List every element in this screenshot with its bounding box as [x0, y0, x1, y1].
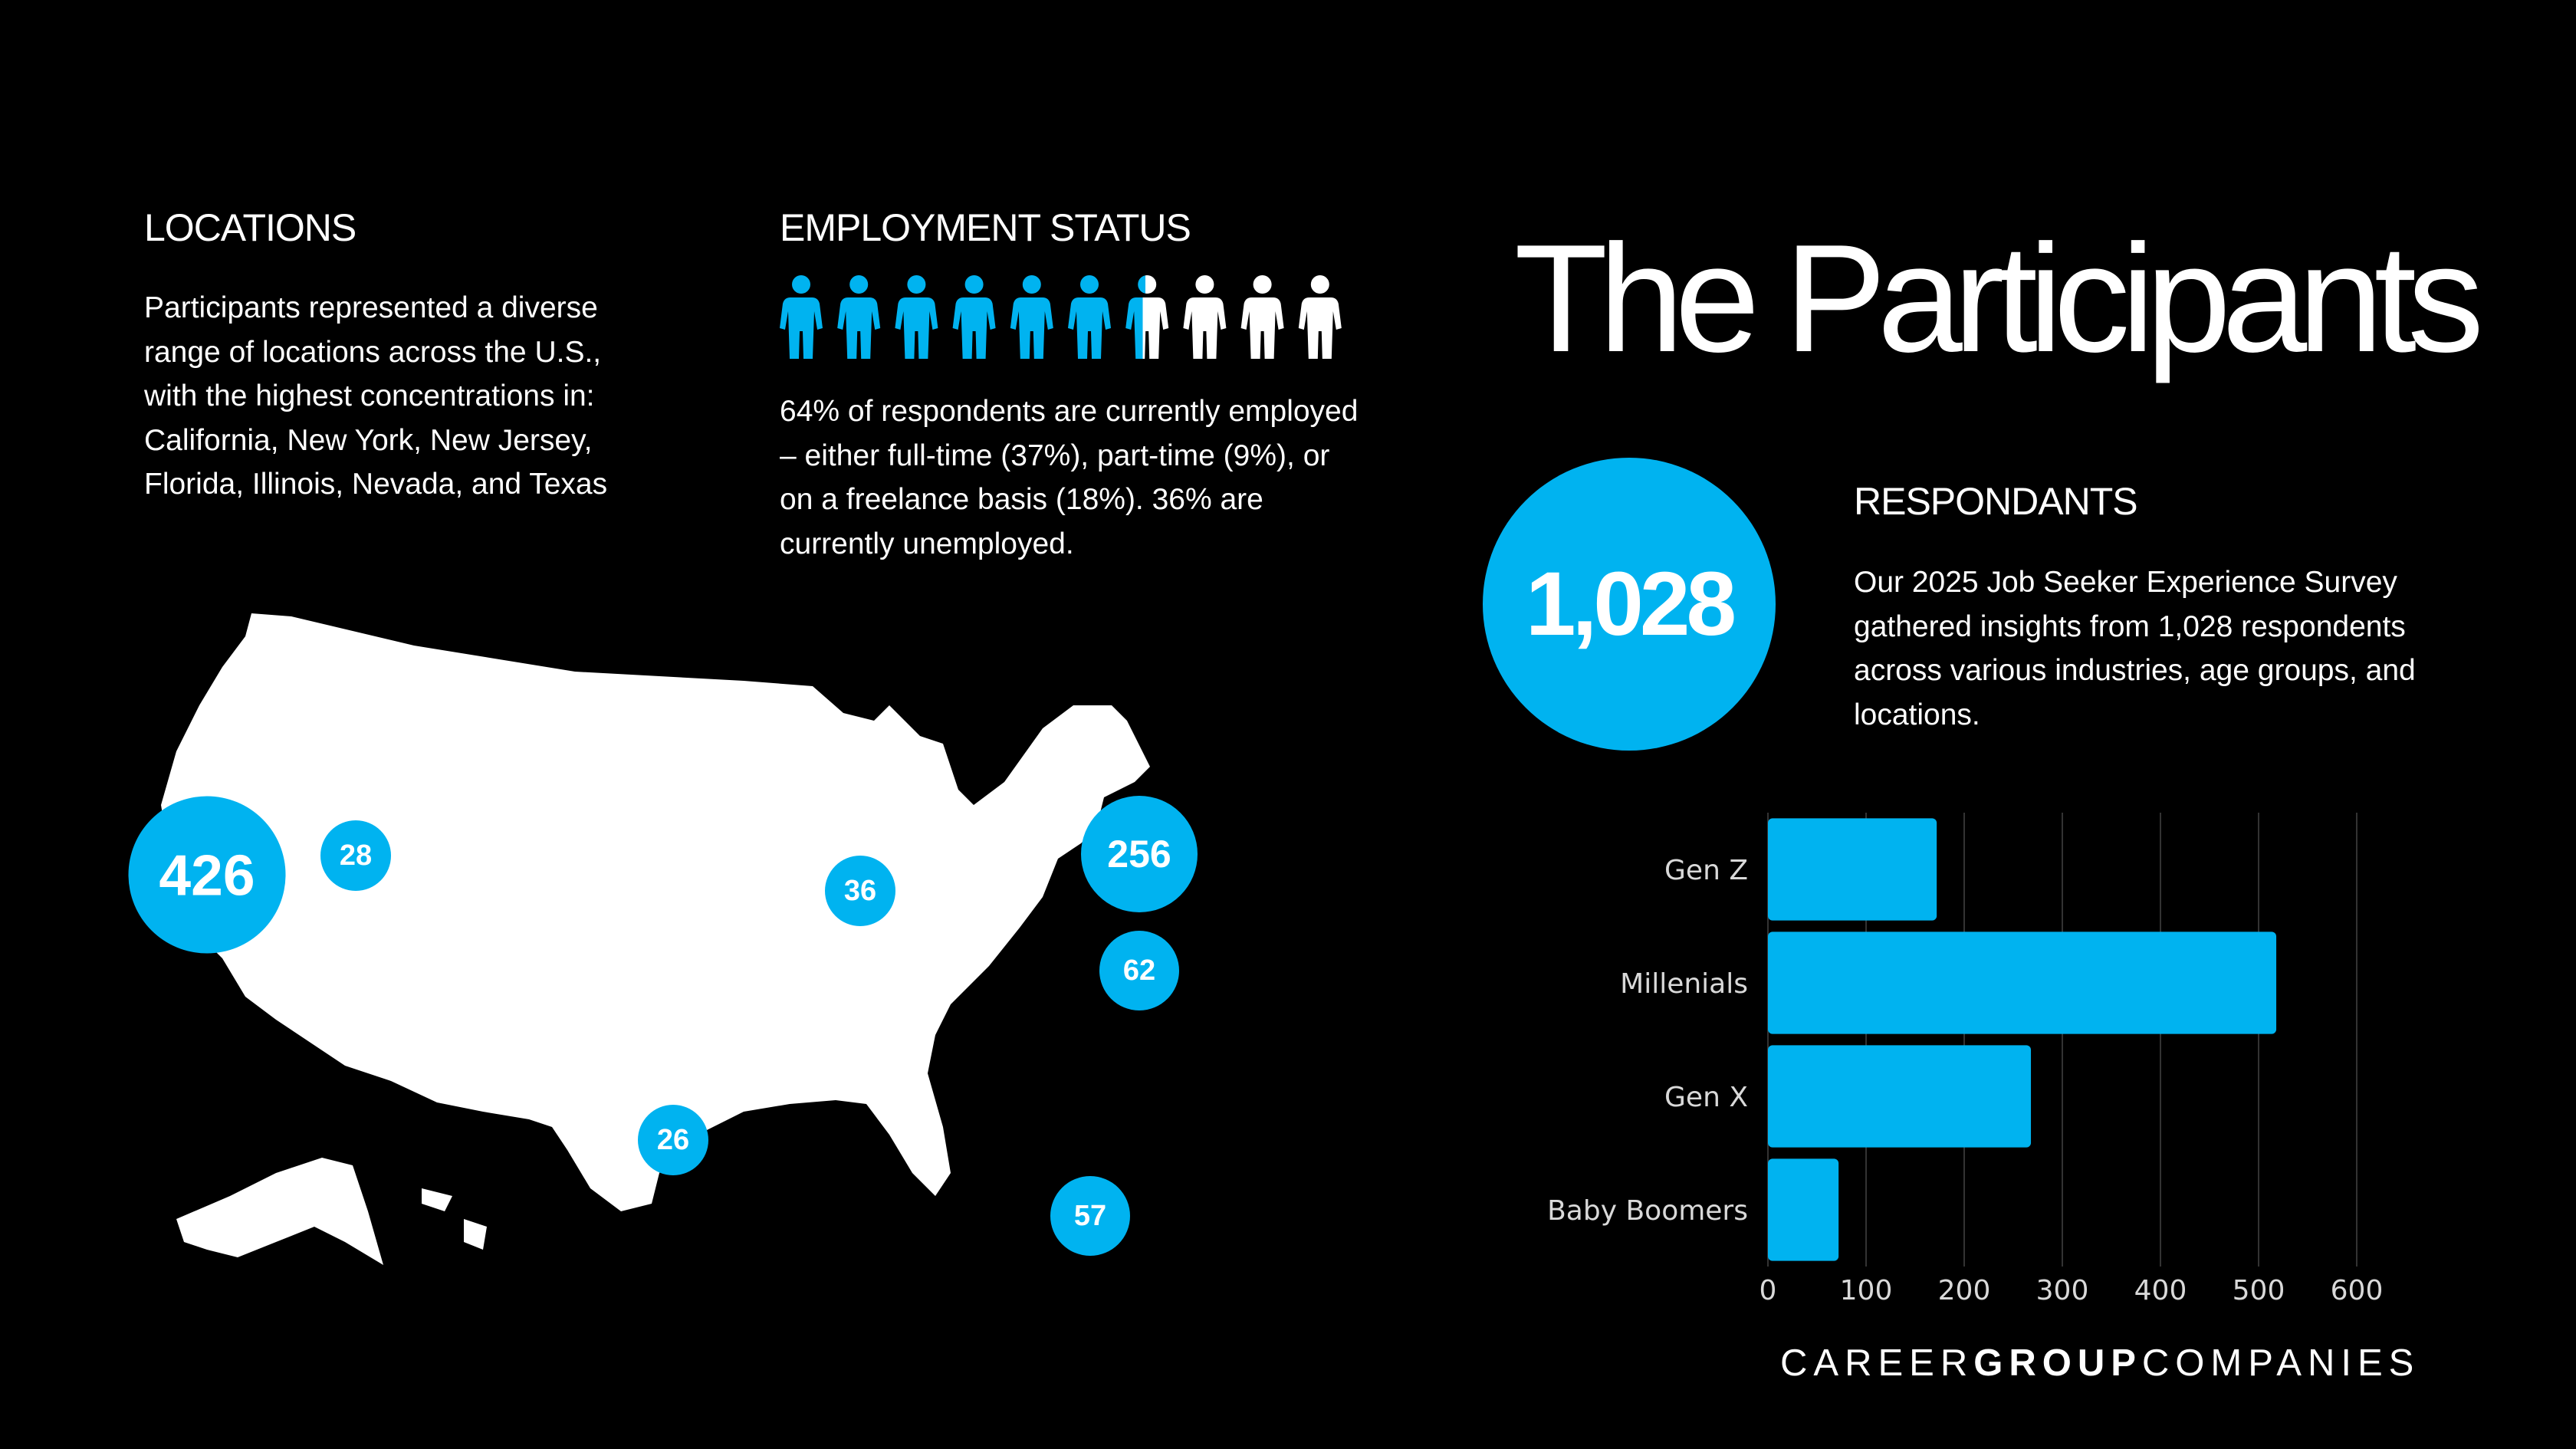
- company-logo: CAREERGROUPCOMPANIES: [1780, 1342, 2420, 1385]
- bar-baby-boomers: [1768, 1158, 1839, 1261]
- location-bubble: 256: [1081, 796, 1198, 912]
- bar-gen-z: [1768, 818, 1937, 921]
- person-icon: [952, 275, 996, 359]
- location-bubble: 28: [320, 820, 391, 891]
- respondents-heading: RESPONDANTS: [1854, 480, 2138, 523]
- category-label: Millenials: [1620, 968, 1748, 1000]
- alaska-shape: [176, 1158, 383, 1265]
- x-tick-label: 600: [2331, 1275, 2384, 1306]
- location-bubble: 26: [638, 1105, 708, 1175]
- locations-description: Participants represented a diverse range…: [144, 291, 608, 501]
- person-icon: [1240, 275, 1284, 359]
- respondents-description: Our 2025 Job Seeker Experience Survey ga…: [1854, 566, 2416, 731]
- location-bubble: 426: [128, 796, 286, 954]
- logo-part-group: GROUP: [1973, 1342, 2142, 1384]
- location-bubble: 36: [825, 856, 895, 926]
- x-tick-label: 300: [2036, 1275, 2089, 1306]
- bar-millenials: [1768, 932, 2277, 1034]
- generation-bar-chart: Gen Z Millenials Gen X Baby Boomers 0 100 200 3…: [1547, 813, 2384, 1306]
- logo-part-companies: COMPANIES: [2141, 1342, 2420, 1384]
- person-icon: [1068, 275, 1111, 359]
- logo-part-career: CAREER: [1780, 1342, 1974, 1384]
- page-title: The Participants: [1514, 213, 2484, 384]
- person-icon: [895, 275, 938, 359]
- person-icon: [1010, 275, 1053, 359]
- person-icon: [1298, 275, 1342, 359]
- category-label: Gen X: [1664, 1082, 1748, 1113]
- location-bubble: 62: [1099, 931, 1179, 1010]
- category-label: Baby Boomers: [1547, 1195, 1748, 1227]
- location-bubble: 57: [1050, 1176, 1130, 1256]
- person-icon: [1183, 275, 1227, 359]
- hawaii-shape: [422, 1188, 487, 1250]
- respondent-count: 1,028: [1525, 554, 1737, 655]
- locations-heading: LOCATIONS: [144, 206, 356, 249]
- bar-gen-x: [1768, 1045, 2032, 1148]
- respondent-count-circle: 1,028: [1483, 458, 1776, 751]
- employment-description: 64% of respondents are currently employe…: [780, 395, 1359, 560]
- category-label: Gen Z: [1664, 855, 1748, 886]
- x-tick-label: 200: [1938, 1275, 1991, 1306]
- x-tick-label: 400: [2134, 1275, 2187, 1306]
- person-icon: [780, 275, 823, 359]
- employment-status-heading: EMPLOYMENT STATUS: [780, 206, 1191, 249]
- employment-people-icons: [780, 275, 1342, 359]
- x-tick-label: 0: [1760, 1275, 1777, 1306]
- us-map: [161, 613, 1150, 1265]
- us-mainland-shape: [161, 613, 1150, 1211]
- x-tick-label: 100: [1840, 1275, 1893, 1306]
- x-tick-label: 500: [2233, 1275, 2285, 1306]
- person-icon: [837, 275, 881, 359]
- person-icon: [1125, 275, 1169, 359]
